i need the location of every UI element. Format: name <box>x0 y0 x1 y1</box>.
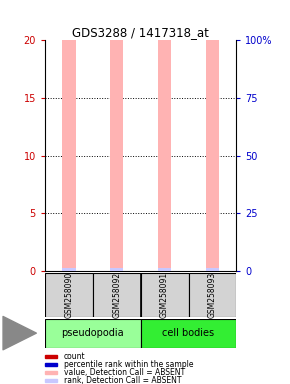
Text: rank, Detection Call = ABSENT: rank, Detection Call = ABSENT <box>64 376 182 384</box>
Bar <box>158 40 171 271</box>
Title: GDS3288 / 1417318_at: GDS3288 / 1417318_at <box>72 26 209 39</box>
Bar <box>45 355 57 358</box>
Bar <box>206 40 219 271</box>
Text: GSM258093: GSM258093 <box>208 271 217 318</box>
Bar <box>141 319 236 348</box>
Bar <box>93 273 141 317</box>
Text: other: other <box>3 329 27 338</box>
Bar <box>141 273 188 317</box>
Text: percentile rank within the sample: percentile rank within the sample <box>64 360 193 369</box>
Text: value, Detection Call = ABSENT: value, Detection Call = ABSENT <box>64 368 185 377</box>
Text: count: count <box>64 352 86 361</box>
Bar <box>110 268 124 271</box>
Text: GSM258092: GSM258092 <box>112 271 121 318</box>
Text: GSM258090: GSM258090 <box>64 271 73 318</box>
Bar <box>45 273 93 317</box>
Text: pseudopodia: pseudopodia <box>61 328 124 338</box>
Bar <box>45 371 57 374</box>
Bar <box>45 363 57 366</box>
Bar <box>110 40 124 271</box>
Text: GSM258091: GSM258091 <box>160 271 169 318</box>
Bar <box>158 268 171 271</box>
Text: cell bodies: cell bodies <box>162 328 215 338</box>
Bar <box>62 40 76 271</box>
Bar <box>62 268 76 271</box>
Bar <box>188 273 236 317</box>
Bar <box>45 319 141 348</box>
Bar <box>45 379 57 382</box>
Bar <box>206 268 219 271</box>
